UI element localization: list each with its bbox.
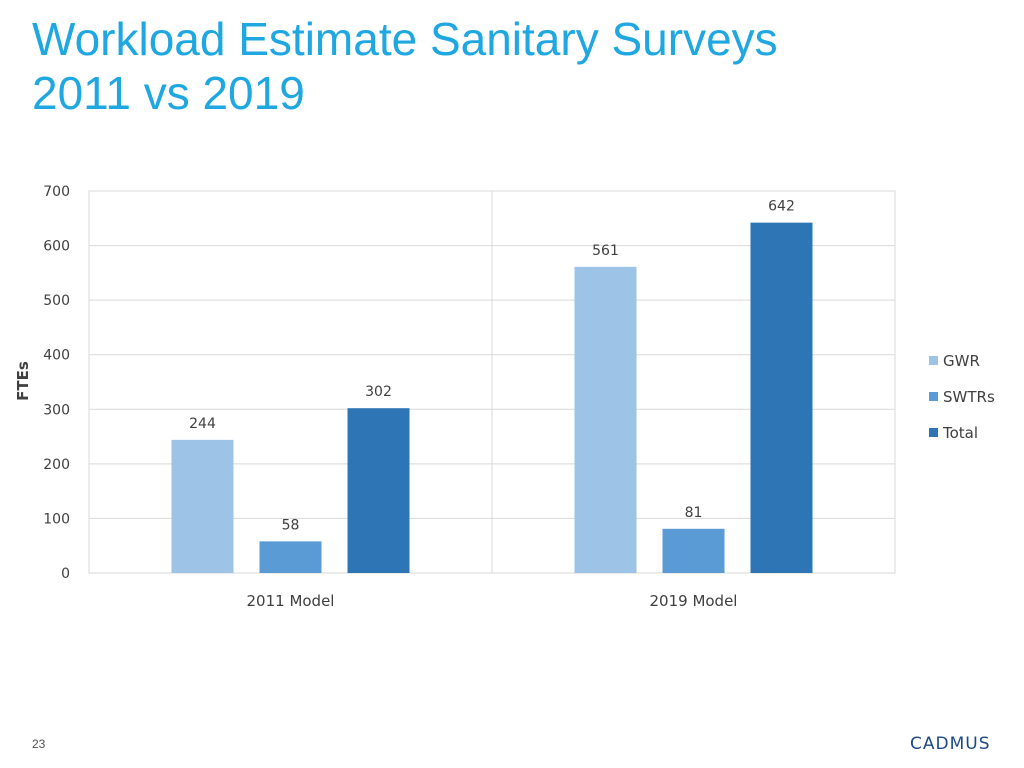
data-label: 642 <box>768 199 795 215</box>
bar-swtrs-1 <box>259 541 322 573</box>
bar-gwr-1 <box>171 439 234 573</box>
slide-title: Workload Estimate Sanitary Surveys 2011 … <box>32 12 932 120</box>
y-tick-label: 500 <box>43 293 70 309</box>
y-tick-label: 100 <box>43 511 70 527</box>
data-label: 244 <box>189 416 216 432</box>
legend-swatch-total <box>929 428 938 437</box>
y-tick-label: 700 <box>43 184 70 200</box>
legend-swatch-gwr <box>929 356 938 365</box>
x-category-label: 2019 Model <box>650 592 738 610</box>
y-tick-label: 0 <box>61 566 70 582</box>
y-tick-label: 300 <box>43 402 70 418</box>
y-tick-label: 400 <box>43 348 70 364</box>
y-tick-label: 600 <box>43 239 70 255</box>
bar-total-1 <box>347 408 410 573</box>
data-label: 302 <box>365 384 392 400</box>
bar-gwr-2 <box>574 266 637 573</box>
legend-label-gwr: GWR <box>943 352 980 370</box>
bar-swtrs-2 <box>662 528 725 573</box>
data-label: 561 <box>592 243 619 259</box>
y-axis-title: FTEs <box>14 361 32 401</box>
legend-label-swtrs: SWTRs <box>943 388 995 406</box>
title-line-1: Workload Estimate Sanitary Surveys <box>32 13 778 65</box>
legend-swatch-swtrs <box>929 392 938 401</box>
x-category-label: 2011 Model <box>247 592 335 610</box>
data-label: 81 <box>685 505 703 521</box>
brand-logo: CADMUS <box>910 734 991 754</box>
y-tick-label: 200 <box>43 457 70 473</box>
legend-label-total: Total <box>942 424 978 442</box>
data-label: 58 <box>282 517 300 533</box>
page-number: 23 <box>32 737 46 751</box>
bar-total-2 <box>750 222 813 573</box>
title-line-2: 2011 vs 2019 <box>32 67 305 119</box>
